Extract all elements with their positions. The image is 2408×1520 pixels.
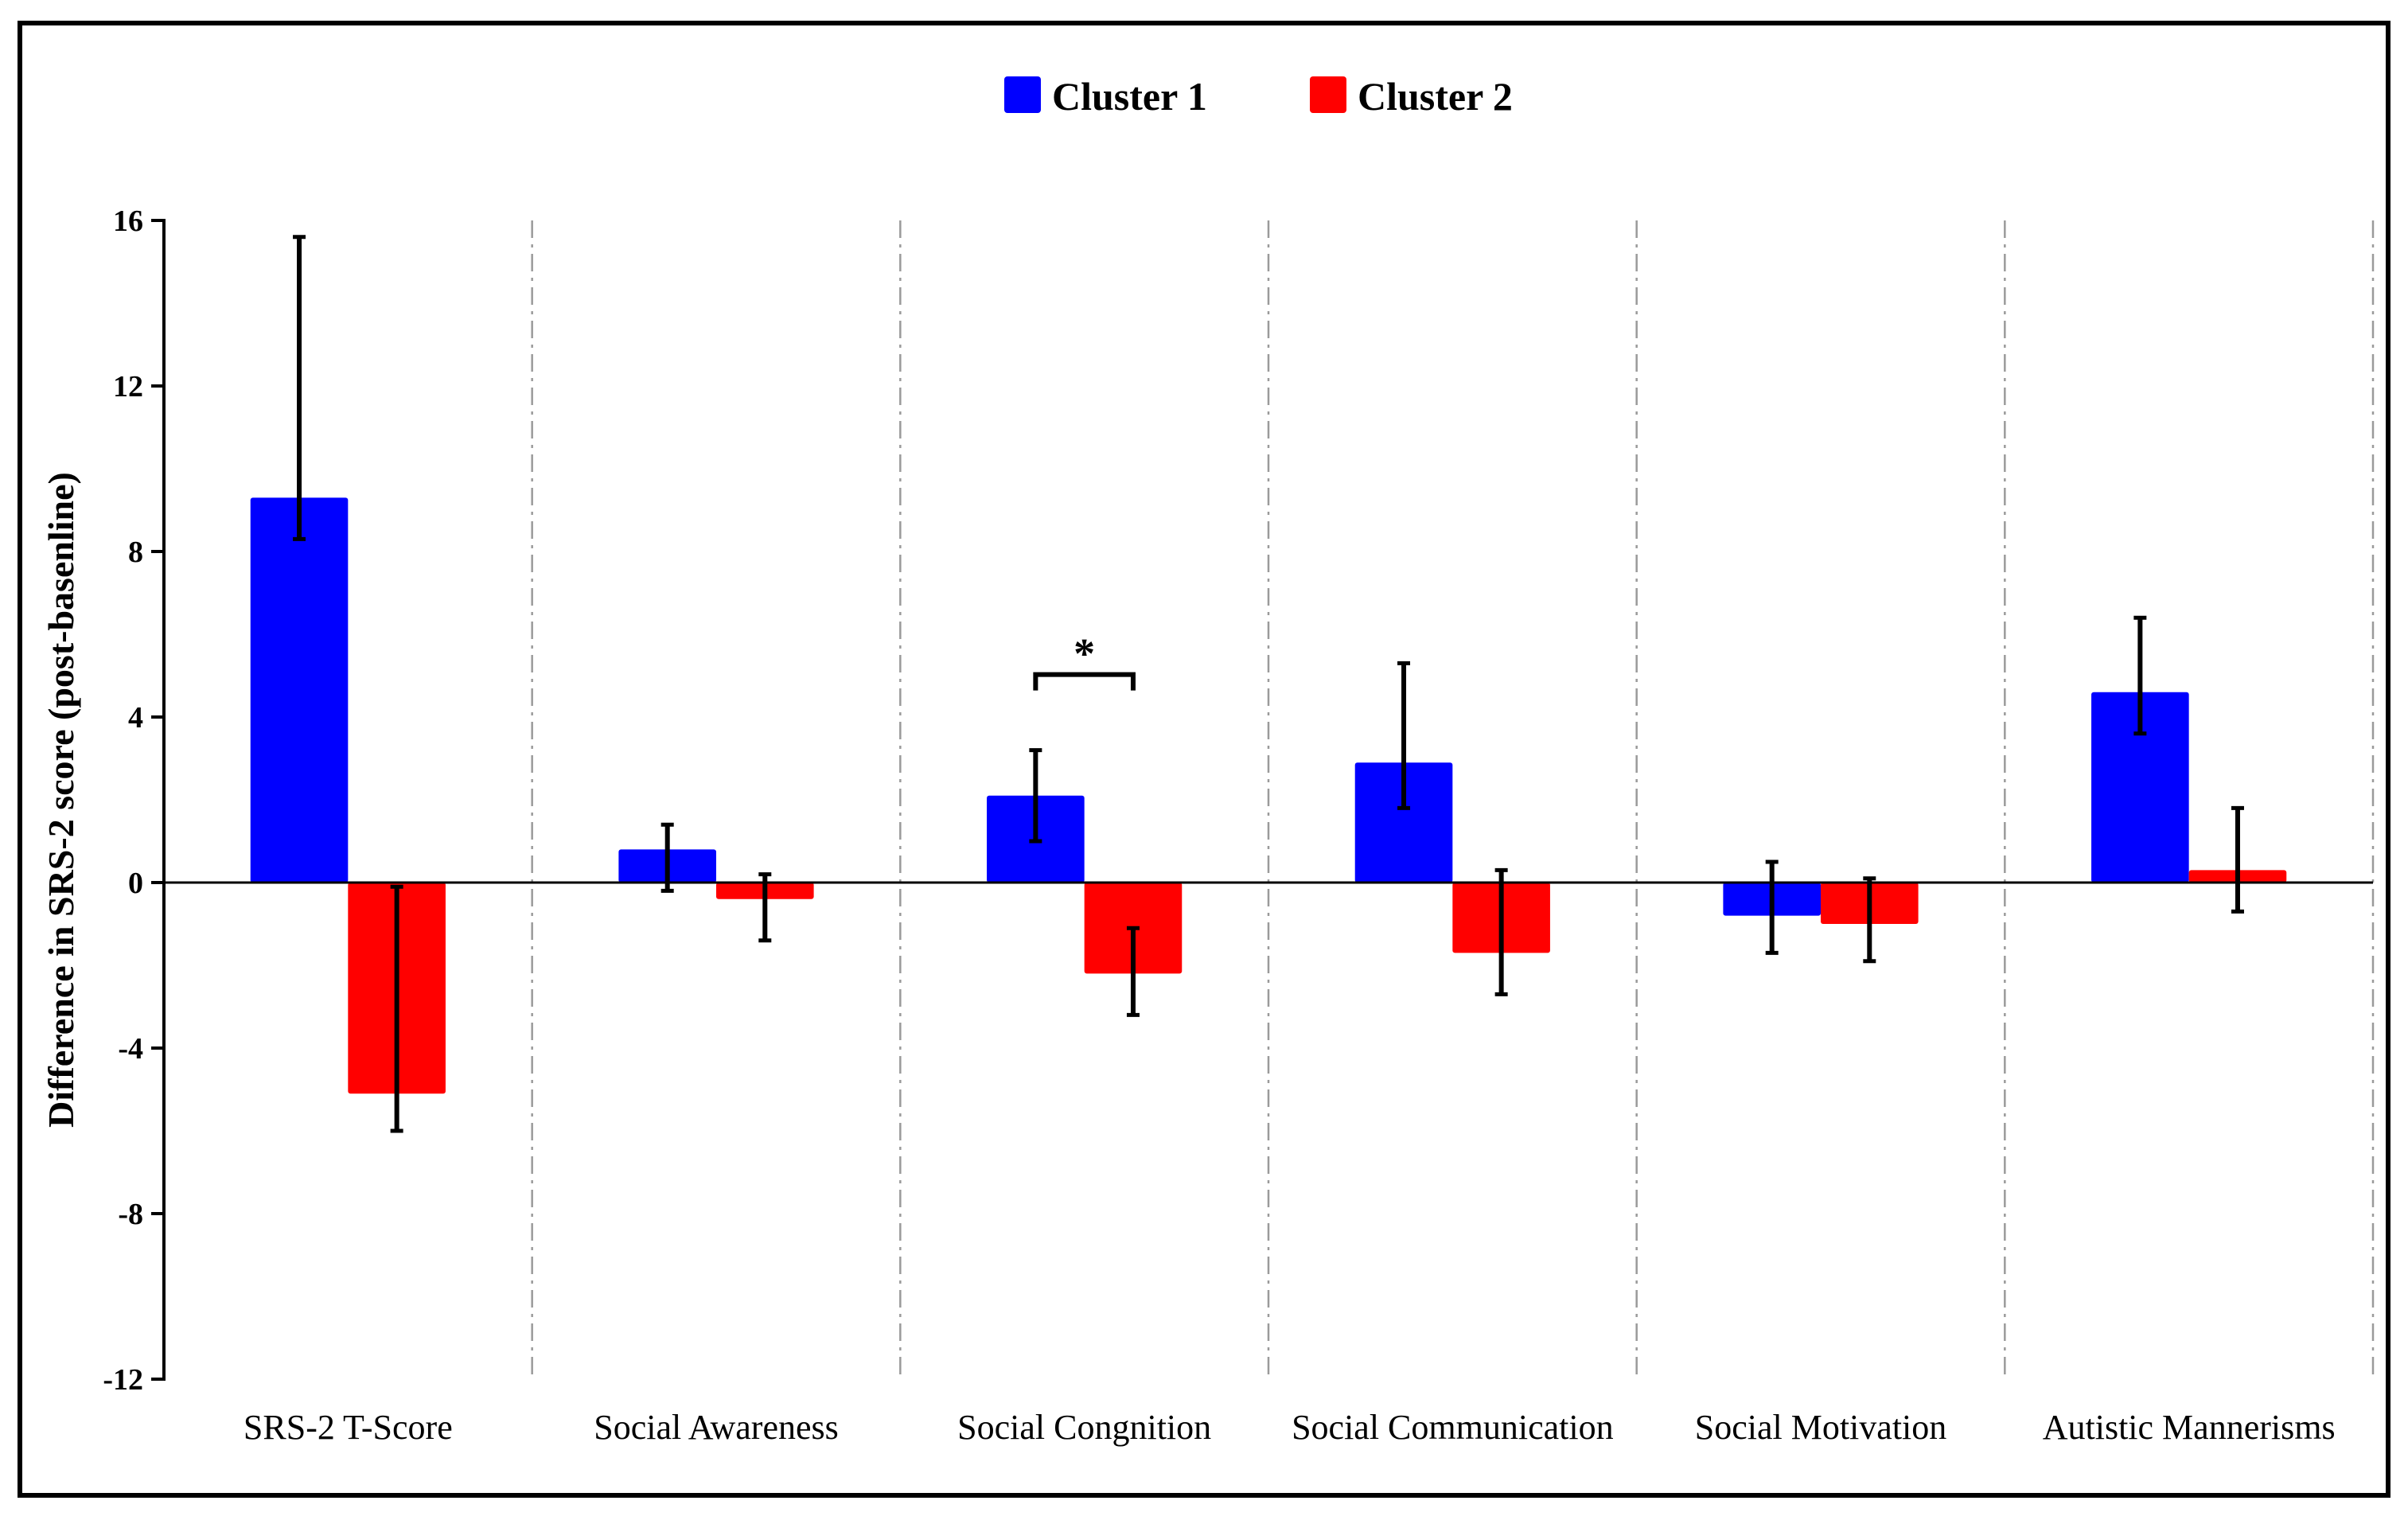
legend: Cluster 1 Cluster 2	[1004, 74, 1513, 119]
category-label: Social Communication	[1292, 1408, 1614, 1447]
category-label: Social Awareness	[594, 1408, 839, 1447]
significance-annotations: *	[1033, 630, 1136, 691]
y-tick-label: -8	[118, 1198, 143, 1231]
legend-label: Cluster 1	[1052, 74, 1207, 119]
chart-frame	[18, 21, 2390, 1498]
y-tick-label: 4	[128, 701, 143, 735]
y-axis-label: Difference in SRS-2 score (post-basenlin…	[41, 472, 81, 1128]
category-label: Social Motivation	[1695, 1408, 1947, 1447]
bar-cluster-1	[1354, 762, 1453, 883]
y-axis-ticks: 16 12 8 4 0 -4 -8 -12	[103, 205, 164, 1397]
legend-swatch	[1004, 76, 1041, 113]
category-label: SRS-2 T-Score	[244, 1408, 453, 1447]
category-label: Social Congnition	[957, 1408, 1211, 1447]
significance-bracket	[1033, 672, 1136, 691]
y-tick-label: 16	[113, 205, 143, 238]
y-tick-label: -4	[118, 1032, 143, 1066]
y-tick-label: 12	[113, 370, 143, 403]
category-label: Autistic Mannerisms	[2043, 1408, 2336, 1447]
axes	[162, 219, 2373, 1381]
category-separators	[531, 220, 2375, 1379]
bar-cluster-1	[250, 497, 349, 883]
y-tick-label: 8	[128, 536, 143, 569]
legend-label: Cluster 2	[1358, 74, 1513, 119]
significance-star: *	[1073, 630, 1095, 678]
y-tick-label: -12	[103, 1363, 143, 1397]
category-labels: SRS-2 T-Score Social Awareness Social Cong…	[244, 1408, 2336, 1447]
error-bars	[293, 235, 2244, 1133]
legend-swatch	[1310, 76, 1346, 113]
bar-cluster-1	[2091, 692, 2189, 883]
y-tick-label: 0	[128, 867, 143, 900]
